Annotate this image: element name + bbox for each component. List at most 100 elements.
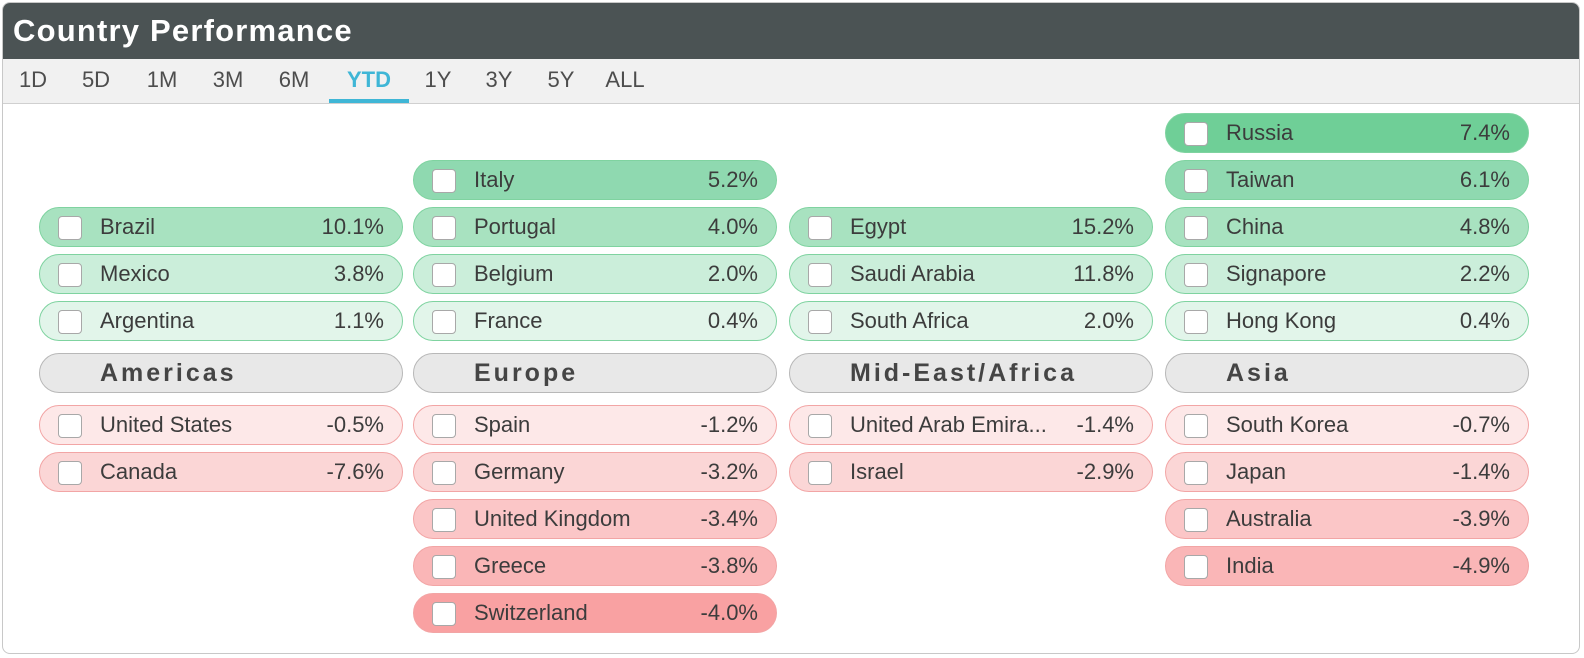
- tab-ytd[interactable]: YTD: [329, 59, 409, 103]
- tab-all[interactable]: ALL: [605, 67, 645, 92]
- country-pill-argentina[interactable]: Argentina 1.1%: [39, 301, 403, 341]
- country-pill-saudi-arabia[interactable]: Saudi Arabia 11.8%: [789, 254, 1153, 294]
- country-checkbox[interactable]: [1184, 122, 1208, 146]
- country-return-value: -0.5%: [326, 412, 384, 437]
- country-pill-united-states[interactable]: United States -0.5%: [39, 405, 403, 445]
- country-checkbox[interactable]: [432, 602, 456, 626]
- country-pill-russia[interactable]: Russia 7.4%: [1165, 113, 1529, 153]
- country-name: United Kingdom: [474, 506, 631, 531]
- tab-1d[interactable]: 1D: [18, 67, 48, 92]
- country-checkbox[interactable]: [432, 263, 456, 287]
- region-header-europe: Europe: [413, 353, 777, 393]
- country-return-value: -3.4%: [700, 506, 758, 531]
- country-pill-italy[interactable]: Italy 5.2%: [413, 160, 777, 200]
- country-name: Germany: [474, 459, 565, 484]
- country-checkbox[interactable]: [808, 263, 832, 287]
- country-name: Belgium: [474, 261, 554, 286]
- country-pill-germany[interactable]: Germany -3.2%: [413, 452, 777, 492]
- country-pill-india[interactable]: India -4.9%: [1165, 546, 1529, 586]
- country-name: Signapore: [1226, 261, 1327, 286]
- country-checkbox[interactable]: [1184, 414, 1208, 438]
- country-pill-australia[interactable]: Australia -3.9%: [1165, 499, 1529, 539]
- widget-header: Country Performance: [3, 3, 1579, 59]
- country-pill-united-kingdom[interactable]: United Kingdom -3.4%: [413, 499, 777, 539]
- country-pill-spain[interactable]: Spain -1.2%: [413, 405, 777, 445]
- country-pill-portugal[interactable]: Portugal 4.0%: [413, 207, 777, 247]
- country-pill-france[interactable]: France 0.4%: [413, 301, 777, 341]
- country-name: Switzerland: [474, 600, 588, 625]
- tab-3m[interactable]: 3M: [212, 67, 244, 92]
- country-pill-hong-kong[interactable]: Hong Kong 0.4%: [1165, 301, 1529, 341]
- country-checkbox[interactable]: [1184, 461, 1208, 485]
- country-return-value: 7.4%: [1459, 120, 1510, 145]
- country-checkbox[interactable]: [808, 310, 832, 334]
- country-checkbox[interactable]: [1184, 555, 1208, 579]
- country-pill-signapore[interactable]: Signapore 2.2%: [1165, 254, 1529, 294]
- country-checkbox[interactable]: [58, 414, 82, 438]
- country-name: Saudi Arabia: [850, 261, 975, 286]
- country-checkbox[interactable]: [1184, 169, 1208, 193]
- country-checkbox[interactable]: [58, 310, 82, 334]
- country-pill-israel[interactable]: Israel -2.9%: [789, 452, 1153, 492]
- country-return-value: -3.2%: [700, 459, 758, 484]
- country-return-value: -1.2%: [700, 412, 758, 437]
- country-checkbox[interactable]: [808, 461, 832, 485]
- country-name: China: [1226, 214, 1284, 239]
- country-checkbox[interactable]: [432, 555, 456, 579]
- country-return-value: 10.1%: [321, 214, 384, 239]
- country-return-value: -3.8%: [700, 553, 758, 578]
- country-checkbox[interactable]: [1184, 508, 1208, 532]
- country-name: Israel: [850, 459, 904, 484]
- tab-3y[interactable]: 3Y: [485, 67, 513, 92]
- country-checkbox[interactable]: [432, 216, 456, 240]
- country-checkbox[interactable]: [1184, 216, 1208, 240]
- country-checkbox[interactable]: [58, 263, 82, 287]
- country-pill-mexico[interactable]: Mexico 3.8%: [39, 254, 403, 294]
- region-header-asia: Asia: [1165, 353, 1529, 393]
- country-checkbox[interactable]: [432, 461, 456, 485]
- country-return-value: -1.4%: [1452, 459, 1510, 484]
- country-checkbox[interactable]: [1184, 310, 1208, 334]
- country-name: United Arab Emira...: [850, 412, 1047, 437]
- country-pill-canada[interactable]: Canada -7.6%: [39, 452, 403, 492]
- country-return-value: -3.9%: [1452, 506, 1510, 531]
- country-return-value: 4.8%: [1459, 214, 1510, 239]
- tab-6m[interactable]: 6M: [278, 67, 310, 92]
- country-pill-egypt[interactable]: Egypt 15.2%: [789, 207, 1153, 247]
- country-pill-greece[interactable]: Greece -3.8%: [413, 546, 777, 586]
- country-checkbox[interactable]: [432, 414, 456, 438]
- country-name: France: [474, 308, 543, 333]
- country-name: Hong Kong: [1226, 308, 1337, 333]
- country-pill-united-arab-emira[interactable]: United Arab Emira... -1.4%: [789, 405, 1153, 445]
- country-return-value: 2.2%: [1459, 261, 1510, 286]
- country-name: United States: [100, 412, 233, 437]
- tab-1m[interactable]: 1M: [146, 67, 178, 92]
- widget-title: Country Performance: [13, 13, 353, 48]
- country-pill-taiwan[interactable]: Taiwan 6.1%: [1165, 160, 1529, 200]
- country-pill-china[interactable]: China 4.8%: [1165, 207, 1529, 247]
- country-checkbox[interactable]: [432, 169, 456, 193]
- tab-5d[interactable]: 5D: [81, 67, 111, 92]
- country-checkbox[interactable]: [808, 414, 832, 438]
- country-pill-belgium[interactable]: Belgium 2.0%: [413, 254, 777, 294]
- tab-5y[interactable]: 5Y: [547, 67, 575, 92]
- country-checkbox[interactable]: [58, 461, 82, 485]
- country-name: Argentina: [100, 308, 195, 333]
- country-checkbox[interactable]: [808, 216, 832, 240]
- country-pill-japan[interactable]: Japan -1.4%: [1165, 452, 1529, 492]
- country-pill-brazil[interactable]: Brazil 10.1%: [39, 207, 403, 247]
- country-pill-south-korea[interactable]: South Korea -0.7%: [1165, 405, 1529, 445]
- region-header-mid-east-africa: Mid-East/Africa: [789, 353, 1153, 393]
- country-pill-south-africa[interactable]: South Africa 2.0%: [789, 301, 1153, 341]
- period-tab-bar: 1D 5D 1M 3M 6M YTD 1Y 3Y 5Y ALL: [3, 59, 1579, 104]
- country-checkbox[interactable]: [58, 216, 82, 240]
- country-checkbox[interactable]: [432, 310, 456, 334]
- country-name: Mexico: [100, 261, 170, 286]
- country-return-value: 15.2%: [1071, 214, 1134, 239]
- tab-1y[interactable]: 1Y: [424, 67, 452, 92]
- country-pill-switzerland[interactable]: Switzerland -4.0%: [413, 593, 777, 633]
- country-checkbox[interactable]: [1184, 263, 1208, 287]
- country-name: Russia: [1226, 120, 1294, 145]
- country-checkbox[interactable]: [432, 508, 456, 532]
